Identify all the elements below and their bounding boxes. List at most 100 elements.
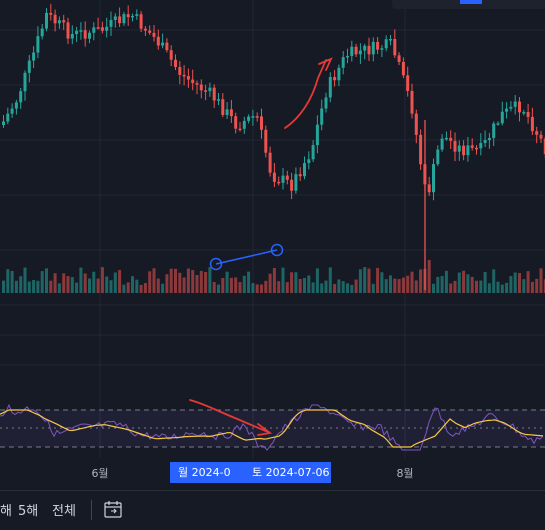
volume-bar [2, 280, 5, 293]
candle-body [242, 120, 246, 129]
candle-body [509, 106, 513, 109]
candle-body [470, 145, 474, 148]
candle-body [419, 134, 423, 165]
candle-body [204, 90, 208, 92]
x-axis: 6월 8월 [91, 467, 413, 480]
volume-bar [88, 278, 91, 293]
candle-body [19, 91, 23, 103]
volume-bar [178, 272, 182, 293]
candle-body [32, 52, 36, 61]
top-right-button[interactable] [460, 0, 482, 4]
candle-body [535, 131, 539, 135]
period-button-partial[interactable]: 해 [0, 504, 12, 519]
volume-bar [57, 283, 61, 293]
volume-bar [414, 280, 418, 293]
volume-bar [242, 275, 246, 293]
candle-body [152, 32, 156, 37]
candle-body [143, 28, 147, 31]
candle-body [75, 30, 79, 35]
volume-bar [281, 267, 285, 293]
period-button-all[interactable]: 전체 [52, 504, 76, 519]
volume-bar [14, 280, 18, 293]
volume-bar [234, 277, 238, 293]
xaxis-label-jun: 6월 [91, 467, 108, 480]
volume-bar [427, 259, 431, 293]
candle-body [139, 14, 143, 29]
volume-bar [191, 270, 195, 293]
candle-body [264, 129, 268, 153]
candle-body [414, 113, 418, 135]
volume-bar [36, 280, 40, 293]
volume-bar [354, 279, 358, 293]
candle-body [10, 108, 14, 114]
candle-body [371, 41, 375, 55]
candle-body [53, 14, 57, 24]
volume-bar [156, 278, 160, 293]
candle-body [427, 184, 431, 193]
volume-bar [376, 267, 380, 293]
candle-body [376, 41, 380, 50]
volume-bar [238, 282, 242, 293]
period-button-5y[interactable]: 5해 [18, 504, 39, 519]
volume-bar [19, 276, 23, 293]
rsi-ma-line [0, 409, 544, 448]
candle-body [221, 99, 225, 115]
candle-body [118, 16, 122, 24]
candle-body [96, 27, 100, 29]
candle-body [195, 83, 199, 85]
candle-body [453, 140, 457, 152]
volume-bar [530, 281, 534, 293]
candle-body [105, 26, 109, 31]
volume-bar [186, 268, 190, 293]
candle-body [384, 39, 388, 49]
volume-bar [195, 275, 199, 293]
candle-body [466, 145, 470, 156]
volume-bar [96, 278, 100, 293]
candle-body [496, 123, 500, 125]
volume-bar [328, 267, 332, 293]
candle-body [367, 45, 371, 55]
volume-bar [535, 278, 539, 293]
candle-body [268, 152, 272, 173]
volume-bar [307, 275, 311, 293]
volume-bar [208, 267, 212, 293]
candle-body [436, 149, 440, 165]
crosshair-date-badge-right: 토 2024-07-06 [242, 462, 331, 483]
candle-body [397, 55, 401, 62]
candle-body [522, 112, 526, 114]
calendar-goto-icon[interactable] [103, 499, 124, 523]
volume-bar [139, 284, 143, 293]
candle-body [328, 77, 332, 98]
candle-body [462, 145, 466, 156]
volume-bar [165, 274, 169, 293]
volume-bar [397, 279, 401, 293]
volume-bar [449, 283, 453, 293]
blue-trend-line[interactable] [209, 243, 284, 271]
candle-body [251, 116, 255, 118]
volume-bar [247, 271, 251, 293]
volume-bar [152, 268, 156, 293]
volume-bar [419, 269, 423, 293]
toolbar-divider [91, 500, 92, 520]
volume-bar [62, 273, 66, 293]
bottom-toolbar: 해 5해 전체 [0, 490, 545, 530]
volume-bar [27, 281, 31, 293]
volume-bar [358, 269, 362, 293]
candle-body [14, 102, 18, 109]
price-chart[interactable]: 6월 8월 [0, 0, 545, 490]
volume-bar [475, 280, 478, 293]
red-arrow-drawing-rsi[interactable] [189, 399, 273, 436]
candles [2, 3, 545, 290]
volume-bar [440, 276, 444, 293]
candle-body [113, 16, 117, 21]
volume-bar [251, 283, 255, 293]
candle-body [88, 32, 91, 39]
candle-body [475, 147, 478, 150]
volume-bar [453, 280, 457, 293]
candle-body [363, 45, 367, 51]
candle-body [199, 84, 203, 91]
red-arrow-drawing[interactable] [284, 57, 333, 129]
candle-body [333, 77, 337, 81]
rsi-pane [0, 403, 545, 451]
candle-body [148, 30, 152, 33]
